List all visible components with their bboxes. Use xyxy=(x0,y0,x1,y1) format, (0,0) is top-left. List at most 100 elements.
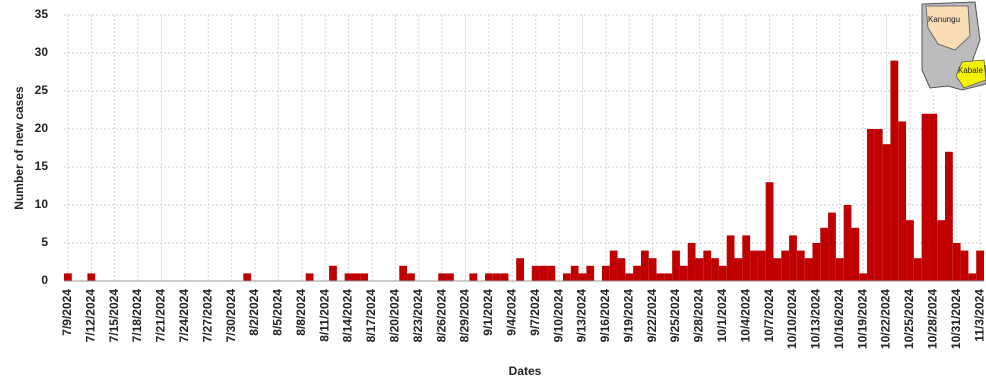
bar xyxy=(781,250,790,281)
x-tick-label: 10/28/2024 xyxy=(925,289,939,349)
bar xyxy=(687,243,696,281)
y-axis-title: Number of new cases xyxy=(12,86,26,210)
x-tick-label: 8/23/2024 xyxy=(411,289,425,343)
x-tick-label: 7/30/2024 xyxy=(224,289,238,343)
x-tick-label: 9/10/2024 xyxy=(551,289,565,343)
x-tick-label: 9/28/2024 xyxy=(692,289,706,343)
bar xyxy=(726,235,735,281)
x-tick-label: 8/14/2024 xyxy=(341,289,355,343)
x-tick-label: 8/29/2024 xyxy=(458,289,472,343)
bar xyxy=(399,265,408,281)
inset-map: Kanungu Kabale xyxy=(918,0,986,92)
x-tick-label: 7/21/2024 xyxy=(154,289,168,343)
bar xyxy=(851,227,860,281)
x-tick-label: 7/24/2024 xyxy=(177,289,191,343)
map-region xyxy=(925,5,971,51)
bar xyxy=(609,250,618,281)
bar xyxy=(796,250,805,281)
bar xyxy=(718,265,727,281)
bar xyxy=(305,273,314,281)
bar xyxy=(352,273,361,281)
x-tick-label: 10/13/2024 xyxy=(809,289,823,349)
x-tick-label: 10/10/2024 xyxy=(785,289,799,349)
y-tick-label: 15 xyxy=(35,159,49,173)
bar xyxy=(882,144,891,281)
bar xyxy=(625,273,634,281)
bar xyxy=(633,265,641,281)
map-region xyxy=(955,59,986,89)
bar xyxy=(601,265,610,281)
x-tick-label: 7/27/2024 xyxy=(200,289,214,343)
bar xyxy=(913,258,922,281)
x-tick-label: 10/7/2024 xyxy=(762,289,776,343)
x-tick-label: 7/15/2024 xyxy=(107,289,121,343)
x-tick-label: 9/13/2024 xyxy=(575,289,589,343)
bar xyxy=(976,250,984,281)
bar xyxy=(695,258,704,281)
x-tick-label: 9/4/2024 xyxy=(504,289,518,336)
bar xyxy=(773,258,782,281)
x-tick-label: 8/17/2024 xyxy=(364,289,378,343)
bar xyxy=(812,243,821,281)
bar xyxy=(960,250,969,281)
bar xyxy=(64,273,72,281)
bar xyxy=(906,220,914,281)
bar xyxy=(734,258,743,281)
bar xyxy=(656,273,665,281)
bar xyxy=(945,151,953,281)
bar xyxy=(516,258,524,281)
x-tick-label: 8/26/2024 xyxy=(434,289,448,343)
bar xyxy=(407,273,415,281)
bar xyxy=(243,273,252,281)
map-label: Kabale xyxy=(958,66,983,75)
bar xyxy=(648,258,657,281)
x-tick-label: 9/16/2024 xyxy=(598,289,612,343)
bar xyxy=(562,273,571,281)
bar xyxy=(446,273,454,281)
x-tick-label: 9/1/2024 xyxy=(481,289,495,336)
x-tick-label: 10/31/2024 xyxy=(949,289,963,349)
x-tick-label: 10/4/2024 xyxy=(738,289,752,343)
bar xyxy=(360,273,369,281)
bar xyxy=(539,265,548,281)
bar xyxy=(820,227,829,281)
y-tick-label: 0 xyxy=(41,273,48,287)
bar xyxy=(640,250,649,281)
x-tick-label: 8/2/2024 xyxy=(247,289,261,336)
bar xyxy=(898,121,907,282)
x-tick-label: 7/9/2024 xyxy=(60,289,74,336)
map-label: Kanungu xyxy=(928,15,960,24)
bar xyxy=(531,265,540,281)
bar xyxy=(344,273,353,281)
x-tick-label: 8/5/2024 xyxy=(271,289,285,336)
x-tick-label: 10/22/2024 xyxy=(879,289,893,349)
y-tick-label: 25 xyxy=(35,83,49,97)
bar xyxy=(750,250,758,281)
bar xyxy=(664,273,673,281)
bar xyxy=(578,273,587,281)
bar xyxy=(968,273,977,281)
bar xyxy=(859,273,868,281)
bar xyxy=(828,212,836,281)
bar xyxy=(570,265,579,281)
bar xyxy=(867,129,875,281)
bar xyxy=(921,113,930,281)
bar xyxy=(87,273,96,281)
bar xyxy=(952,243,961,281)
x-tick-label: 9/19/2024 xyxy=(621,289,635,343)
bar xyxy=(765,182,774,281)
y-tick-label: 35 xyxy=(35,7,49,21)
bar xyxy=(500,273,509,281)
bar xyxy=(672,250,680,281)
x-tick-label: 11/3/2024 xyxy=(972,289,986,342)
x-tick-label: 8/20/2024 xyxy=(388,289,402,343)
y-tick-label: 10 xyxy=(35,197,49,211)
bar xyxy=(703,250,712,281)
bar xyxy=(485,273,493,281)
x-tick-label: 10/16/2024 xyxy=(832,289,846,349)
bar xyxy=(438,273,447,281)
bar xyxy=(804,258,813,281)
bar xyxy=(711,258,719,281)
